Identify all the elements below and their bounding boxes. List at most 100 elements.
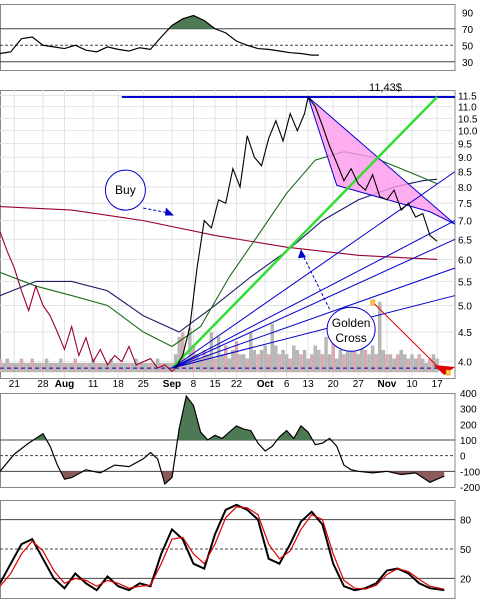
x-tick-label: 15: [209, 379, 221, 390]
volume-bar: [238, 354, 242, 373]
x-tick-label: 27: [353, 379, 365, 390]
volume-bar: [19, 358, 24, 373]
volume-bar: [288, 358, 292, 373]
volume-bar: [66, 363, 70, 373]
volume-bar: [95, 363, 99, 373]
volume-bar: [256, 354, 260, 373]
y-tick-label: 80: [460, 516, 472, 527]
moving-average-3: [0, 151, 438, 348]
x-tick-label: 17: [432, 379, 444, 390]
volume-bar: [349, 349, 353, 373]
volume-bar: [381, 349, 385, 373]
buy-circle: [104, 169, 146, 211]
volume-bar: [249, 332, 253, 373]
volume-bar: [299, 354, 303, 373]
y-tick-label: 6.0: [458, 255, 472, 266]
volume-bar: [342, 354, 346, 373]
volume-bar: [378, 301, 382, 373]
panel-cci: 400 300 200 100 0 -100 -200: [0, 389, 480, 494]
volume-bar: [0, 358, 2, 373]
x-tick-label: 21: [9, 379, 21, 390]
volume-bar: [399, 349, 403, 373]
volume-bar: [231, 349, 235, 373]
x-tick-label: 8: [191, 379, 197, 390]
buy-annotation: Buy: [115, 183, 136, 197]
y-tick-label: 10.5: [458, 114, 478, 125]
volume-bar: [313, 345, 317, 373]
x-tick-label: 25: [138, 379, 150, 390]
oscillator-line: [0, 14, 319, 56]
volume-bar: [310, 354, 314, 373]
x-tick-label: 11: [88, 379, 99, 390]
y-tick-label: 200: [460, 420, 477, 431]
y-tick-label: 7.5: [458, 199, 472, 210]
y-tick-label: -100: [460, 467, 480, 478]
y-tick-label: 11.0: [458, 103, 477, 114]
y-tick-label: 8.0: [458, 183, 472, 194]
volume-bar: [356, 354, 360, 373]
stochastic-d-line: [0, 506, 445, 590]
volume-bar: [80, 363, 85, 373]
resistance-label: 11,43$: [369, 82, 402, 94]
x-tick-label: 13: [303, 379, 315, 390]
volume-arrow-head: [433, 365, 455, 375]
volume-bar: [177, 336, 181, 373]
volume-bar: [413, 358, 418, 373]
volume-bar: [102, 363, 106, 373]
volume-bar: [30, 358, 34, 373]
volume-bar: [421, 358, 425, 373]
volume-bar: [270, 323, 274, 373]
y-tick-label: 50: [460, 545, 472, 556]
panel-stochastic: 80 50 20: [0, 500, 472, 599]
y-tick-label: 5.5: [458, 277, 472, 288]
cci-oversold-fill: [0, 471, 445, 484]
fan-line: [171, 267, 456, 369]
y-tick-label: 9.0: [458, 153, 472, 164]
volume-arrow: [372, 301, 445, 374]
volume-bar: [234, 341, 239, 373]
volume-bar: [245, 358, 249, 373]
x-tick-label: Aug: [55, 379, 74, 390]
volume-bar: [227, 358, 231, 373]
golden-cross-annotation: Golden: [332, 316, 371, 330]
y-tick-label: 5.0: [458, 301, 472, 312]
volume-bar: [374, 354, 378, 373]
volume-bar: [324, 336, 328, 373]
price-line-early: [0, 231, 176, 373]
volume-bar: [206, 354, 210, 373]
fan-line: [171, 96, 438, 369]
volume-bar: [281, 349, 285, 373]
y-tick-label: 90: [462, 8, 474, 19]
x-tick-label: 18: [113, 379, 125, 390]
top-oscillator-frame: [0, 4, 456, 71]
volume-bar: [295, 349, 300, 373]
volume-bar: [331, 341, 335, 373]
golden-cross-arrow-head: [297, 249, 306, 259]
wedge-pattern: [307, 95, 456, 225]
stochastic-k-line: [0, 503, 445, 592]
volume-bar: [220, 354, 224, 373]
volume-bar: [252, 349, 257, 373]
volume-bar: [274, 345, 278, 373]
y-tick-label: 400: [460, 389, 477, 400]
y-tick-label: 30: [462, 58, 474, 69]
volume-bar: [87, 363, 92, 373]
cci-line: [0, 394, 445, 485]
x-tick-label: 22: [231, 379, 243, 390]
y-tick-label: 0: [460, 452, 466, 463]
volume-bar: [302, 349, 307, 373]
y-tick-label: 70: [462, 25, 474, 36]
volume-bar: [284, 354, 289, 373]
volume-bar: [202, 349, 206, 373]
moving-average-1: [0, 206, 438, 261]
volume-bar: [44, 358, 49, 373]
x-tick-label: 6: [284, 379, 290, 390]
volume-bar: [213, 358, 217, 373]
volume-bar: [73, 358, 77, 373]
y-tick-label: 10.0: [458, 127, 478, 138]
volume-bar: [338, 349, 343, 373]
y-tick-label: 4.0: [458, 358, 472, 369]
volume-bar: [417, 354, 421, 373]
